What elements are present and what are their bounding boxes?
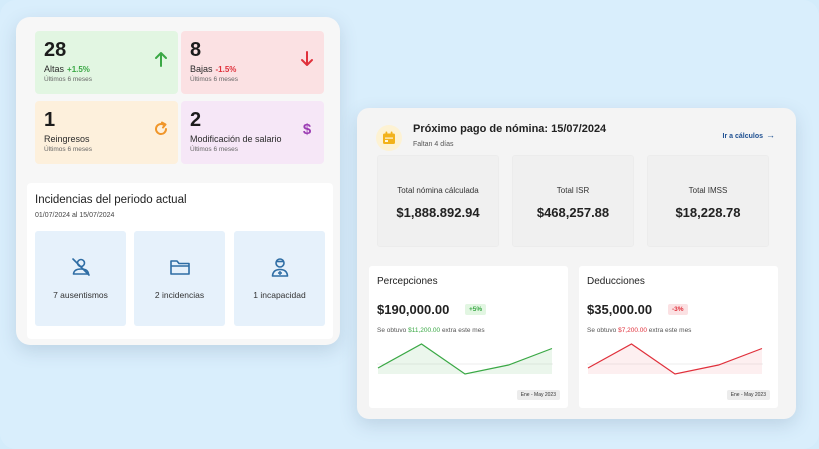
stats-card: 28 Altas +1.5% Últimos 6 meses 8 Bajas -1.… <box>16 17 340 345</box>
payroll-countdown: Faltan 4 días <box>413 141 454 148</box>
incidencia-label: 1 incapacidad <box>253 290 306 300</box>
link-label: Ir a cálculos <box>722 133 763 140</box>
note-prefix: Se obtuvo <box>587 327 619 334</box>
total-label: Total IMSS <box>688 186 728 195</box>
incidencia-ausentismos[interactable]: 7 ausentismos <box>35 231 126 326</box>
note-suffix: extra este mes <box>440 327 485 334</box>
note-prefix: Se obtuvo <box>377 327 409 334</box>
change-badge: +5% <box>465 304 487 315</box>
note-amount: $11,200.00 <box>408 327 441 334</box>
stat-value: 1 <box>44 109 56 131</box>
date-range-badge: Ene - May 2023 <box>516 390 560 400</box>
total-label: Total ISR <box>556 186 590 195</box>
stat-modificacion-salario[interactable]: 2 Modificación de salario Últimos 6 mese… <box>181 101 324 164</box>
incidencias-title: Incidencias del periodo actual <box>35 194 187 206</box>
payroll-title: Próximo pago de nómina: 15/07/2024 <box>413 123 607 135</box>
incidencias-dates: 01/07/2024 al 15/07/2024 <box>35 212 115 219</box>
arrow-up-icon <box>155 52 167 67</box>
total-label: Total nómina cálculada <box>397 186 479 195</box>
deducciones-panel: Deducciones $35,000.00 -3% Se obtuvo $7,… <box>579 266 778 408</box>
note-amount: $7,200.00 <box>618 327 647 334</box>
stat-delta: -1.5% <box>215 65 237 74</box>
total-value: $1,888.892.94 <box>396 205 480 220</box>
calendar-icon <box>383 131 395 144</box>
total-value: $468,257.88 <box>536 205 610 220</box>
stat-sub: Últimos 6 meses <box>44 76 93 83</box>
payroll-card: Próximo pago de nómina: 15/07/2024 Falta… <box>357 108 796 419</box>
arrow-down-icon <box>301 51 313 66</box>
sparkline-area <box>588 344 762 374</box>
stat-label: Reingresos <box>44 134 90 144</box>
panel-title: Deducciones <box>587 276 645 287</box>
refresh-icon <box>155 121 168 135</box>
incidencia-incapacidad[interactable]: 1 incapacidad <box>234 231 325 326</box>
stat-bajas[interactable]: 8 Bajas -1.5% Últimos 6 meses <box>181 31 324 94</box>
total-isr: Total ISR $468,257.88 <box>512 155 634 247</box>
stat-sub: Últimos 6 meses <box>44 146 93 153</box>
dollar-icon: $ <box>303 121 312 137</box>
sparkline-line <box>377 343 553 375</box>
go-to-calculations-link[interactable]: Ir a cálculos → <box>723 130 775 140</box>
incidencias-panel: Incidencias del periodo actual 01/07/202… <box>27 183 333 339</box>
stat-value: 28 <box>44 39 67 61</box>
change-badge: -3% <box>668 304 688 315</box>
panel-value: $190,000.00 <box>377 302 450 317</box>
arrow-right-icon: → <box>766 130 775 140</box>
stat-delta: +1.5% <box>67 65 90 74</box>
incidencia-label: 7 ausentismos <box>53 290 108 300</box>
stat-reingresos[interactable]: 1 Reingresos Últimos 6 meses <box>35 101 178 164</box>
stat-sub: Últimos 6 meses <box>190 76 239 83</box>
folder-icon <box>170 260 190 275</box>
calendar-badge <box>376 125 402 151</box>
incidencia-incidencias[interactable]: 2 incidencias <box>134 231 225 326</box>
total-value: $18,228.78 <box>675 205 741 220</box>
deducciones-sparkline <box>587 343 763 375</box>
stat-value: 2 <box>190 109 202 131</box>
date-range-badge: Ene - May 2023 <box>726 390 770 400</box>
svg-text:$: $ <box>303 121 312 137</box>
incidencia-label: 2 incidencias <box>154 290 205 300</box>
sparkline-area <box>378 344 552 374</box>
note-suffix: extra este mes <box>647 327 692 334</box>
sparkline-line <box>587 343 763 375</box>
panel-note: Se obtuvo $7,200.00 extra este mes <box>587 327 691 334</box>
stat-label: Bajas -1.5% <box>190 64 236 74</box>
stat-sub: Últimos 6 meses <box>190 146 239 153</box>
payroll-header: Próximo pago de nómina: 15/07/2024 Falta… <box>370 117 783 157</box>
stat-label-text: Altas <box>44 64 65 74</box>
stat-value: 8 <box>190 39 202 61</box>
percepciones-sparkline <box>377 343 553 375</box>
percepciones-panel: Percepciones $190,000.00 +5% Se obtuvo $… <box>369 266 568 408</box>
panel-title: Percepciones <box>377 276 438 287</box>
panel-value: $35,000.00 <box>587 302 653 317</box>
total-imss: Total IMSS $18,228.78 <box>647 155 769 247</box>
medical-person-icon <box>271 258 289 277</box>
stat-label: Modificación de salario <box>190 134 282 144</box>
stat-altas[interactable]: 28 Altas +1.5% Últimos 6 meses <box>35 31 178 94</box>
person-off-icon <box>72 258 90 276</box>
panel-note: Se obtuvo $11,200.00 extra este mes <box>377 327 485 334</box>
total-nomina: Total nómina cálculada $1,888.892.94 <box>377 155 499 247</box>
stat-label: Altas +1.5% <box>44 64 90 74</box>
stat-label-text: Bajas <box>190 64 213 74</box>
